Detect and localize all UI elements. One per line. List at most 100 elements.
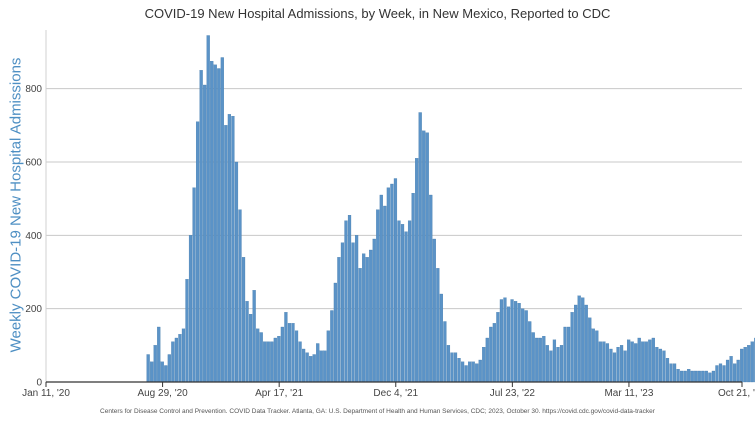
bar (517, 303, 521, 383)
bar (711, 370, 716, 383)
bar (270, 341, 274, 383)
y-tick-label: 600 (25, 158, 42, 169)
bar (637, 337, 641, 383)
bar (439, 293, 443, 383)
bar (330, 310, 334, 383)
bar (160, 361, 164, 383)
bar (287, 323, 292, 383)
bar (535, 337, 539, 383)
bar (457, 358, 461, 383)
bar (478, 359, 482, 383)
bar (683, 370, 687, 383)
bar (234, 161, 239, 383)
bar (627, 339, 631, 383)
bar (404, 231, 408, 383)
bar (277, 336, 281, 383)
bar (690, 370, 694, 383)
bar (362, 253, 366, 383)
bar (344, 220, 348, 383)
bar (496, 312, 500, 383)
bar (506, 306, 511, 383)
bar (694, 370, 698, 383)
bar (263, 341, 267, 383)
bar (390, 183, 394, 383)
bar (729, 356, 733, 383)
bar (499, 299, 504, 383)
bar (238, 209, 242, 383)
bar (407, 220, 412, 383)
bar (319, 350, 323, 383)
chart-title: COVID-19 New Hospital Admissions, by Wee… (144, 6, 611, 21)
bar (616, 347, 620, 383)
bar (747, 345, 751, 383)
bar-series (146, 35, 755, 383)
bar (658, 348, 663, 383)
bar (340, 242, 345, 383)
bar (224, 125, 228, 383)
bar (531, 332, 535, 383)
x-tick-label: Oct 21, '23 (718, 388, 755, 399)
y-axis-ticks: 0 200 400 600 800 (25, 84, 42, 388)
bar (651, 337, 655, 383)
x-tick-label: Jul 23, '22 (490, 388, 536, 399)
bar (213, 64, 217, 383)
bar (347, 215, 352, 383)
bar (672, 363, 677, 383)
bar (280, 326, 284, 383)
bar (316, 343, 320, 383)
bar (743, 347, 747, 383)
bar (217, 68, 221, 383)
x-tick-label: Apr 17, '21 (255, 388, 303, 399)
bar (510, 299, 514, 383)
bar (351, 242, 355, 383)
bar (641, 341, 645, 383)
bar (153, 345, 157, 383)
bar (284, 312, 288, 383)
bar (432, 238, 436, 383)
bar (453, 352, 458, 383)
bar (150, 361, 154, 383)
bar (503, 297, 507, 383)
bar (220, 57, 224, 383)
y-tick-label: 200 (25, 304, 42, 315)
bar (146, 354, 150, 383)
bar (574, 304, 578, 383)
bar (485, 337, 489, 383)
bar (185, 279, 189, 383)
bar (248, 314, 253, 383)
bar (665, 358, 670, 383)
bar (623, 350, 627, 383)
bar (294, 330, 299, 383)
bar (337, 257, 341, 383)
bar (460, 361, 465, 383)
bar (584, 304, 588, 383)
bar (443, 321, 447, 383)
bar (326, 330, 330, 383)
bar (708, 372, 712, 383)
bar (715, 365, 719, 383)
bar (736, 359, 740, 383)
bar (256, 328, 260, 383)
y-tick-label: 800 (25, 84, 42, 95)
bar (602, 341, 606, 383)
bar (418, 112, 422, 383)
bar (725, 359, 730, 383)
bar (195, 121, 200, 383)
bar (323, 350, 327, 383)
bar (542, 336, 546, 383)
bar (436, 268, 440, 383)
bar (609, 348, 613, 383)
bar (577, 295, 581, 383)
bar (446, 345, 451, 383)
source-citation: Centers for Disease Control and Preventi… (100, 408, 655, 415)
bar (464, 365, 468, 383)
bar (358, 268, 362, 383)
bar (425, 132, 429, 383)
bar (492, 323, 496, 383)
bar (415, 158, 419, 383)
bar (386, 187, 390, 383)
bar (450, 352, 454, 383)
bar (167, 354, 171, 383)
bar (393, 178, 398, 383)
